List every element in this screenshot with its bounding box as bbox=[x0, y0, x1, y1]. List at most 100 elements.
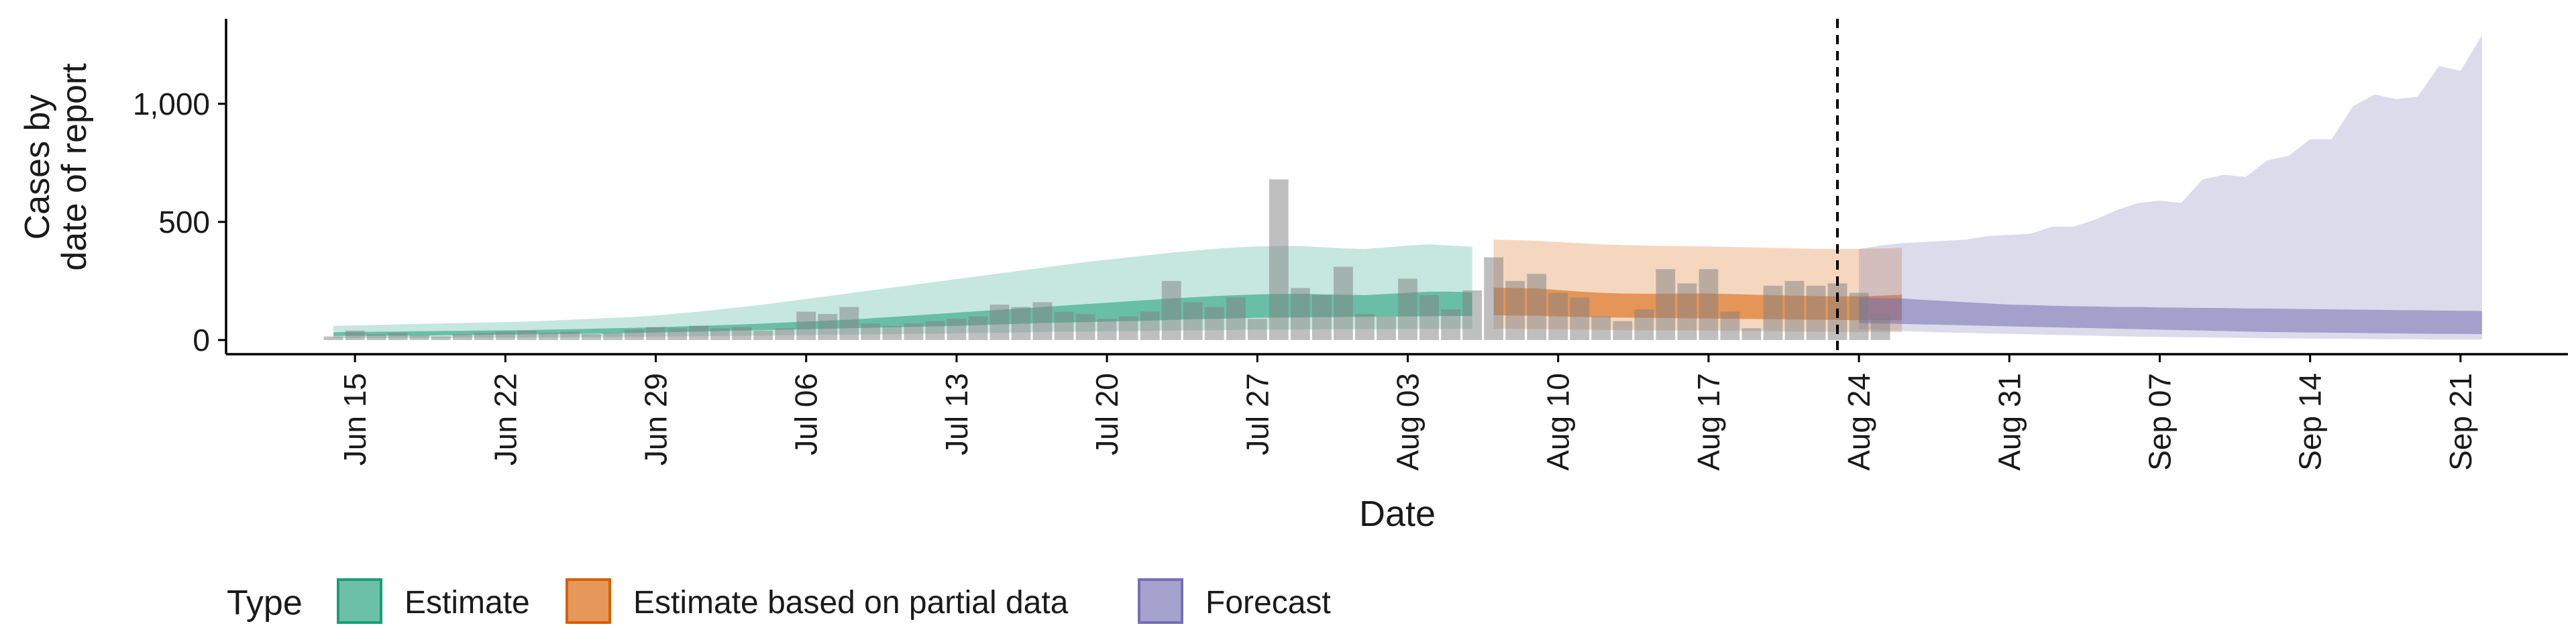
case-bar bbox=[582, 334, 601, 340]
case-bar bbox=[1699, 269, 1719, 340]
x-tick-label: Aug 24 bbox=[1841, 373, 1876, 471]
legend-label-estimate-based-on-partial-data: Estimate based on partial data bbox=[633, 585, 1069, 621]
case-bar bbox=[1763, 285, 1783, 340]
case-bar bbox=[1291, 288, 1310, 340]
legend-swatch-estimate bbox=[337, 578, 382, 624]
case-bar bbox=[1355, 314, 1375, 340]
case-bar bbox=[1613, 321, 1633, 340]
y-tick-label: 500 bbox=[158, 205, 210, 239]
case-bar bbox=[345, 330, 365, 340]
legend-label-estimate: Estimate bbox=[405, 585, 530, 621]
y-tick-label: 1,000 bbox=[133, 87, 210, 121]
case-bar bbox=[1591, 316, 1611, 340]
case-bar bbox=[625, 329, 644, 340]
case-bar bbox=[989, 305, 1010, 340]
x-tick-label: Sep 07 bbox=[2143, 373, 2178, 471]
x-tick-label: Sep 14 bbox=[2293, 373, 2328, 471]
case-bar bbox=[1269, 179, 1289, 340]
case-bar bbox=[1634, 309, 1654, 340]
case-bar bbox=[904, 323, 924, 340]
x-tick-label: Jun 15 bbox=[337, 373, 372, 466]
case-bar bbox=[1398, 278, 1417, 340]
x-tick-label: Aug 31 bbox=[1992, 373, 2027, 471]
case-bar bbox=[947, 319, 967, 340]
case-bar bbox=[1011, 307, 1031, 340]
case-bar bbox=[861, 323, 881, 340]
case-bar bbox=[1527, 274, 1547, 340]
case-bar bbox=[1226, 297, 1246, 340]
x-tick-label: Jul 13 bbox=[939, 373, 974, 455]
x-axis-label: Date bbox=[1359, 494, 1436, 534]
legend: Type Estimate Estimate based on partial d… bbox=[227, 578, 1331, 624]
x-tick-label: Aug 10 bbox=[1541, 373, 1576, 471]
forecast-inner-band bbox=[1859, 297, 2482, 335]
x-tick-label: Sep 21 bbox=[2443, 373, 2478, 471]
case-bar bbox=[1784, 280, 1805, 340]
case-bar bbox=[689, 325, 708, 340]
case-bar bbox=[560, 331, 580, 340]
case-bar bbox=[1849, 292, 1869, 340]
reported-case-bars bbox=[323, 179, 1890, 340]
x-axis-ticks: Jun 15 Jun 22 Jun 29 Jul 06 Jul 13 Jul 20 Jul … bbox=[337, 354, 2478, 471]
case-bar bbox=[1075, 314, 1095, 340]
x-tick-label: Jun 22 bbox=[488, 373, 523, 466]
x-tick-label: Aug 17 bbox=[1691, 373, 1726, 471]
case-bar bbox=[818, 314, 838, 340]
case-bar bbox=[452, 334, 472, 340]
case-bar bbox=[1548, 292, 1568, 340]
forecast-outer-band bbox=[1859, 35, 2482, 340]
case-bar bbox=[1118, 316, 1138, 340]
case-bar bbox=[1677, 283, 1697, 340]
legend-title: Type bbox=[227, 584, 303, 623]
case-bar bbox=[1377, 316, 1396, 340]
case-bar bbox=[667, 328, 687, 340]
x-tick-label: Jul 06 bbox=[789, 373, 824, 455]
case-bar bbox=[753, 330, 773, 340]
case-bar bbox=[1140, 311, 1160, 340]
case-bar bbox=[1097, 319, 1117, 340]
case-bar bbox=[1806, 285, 1826, 340]
case-bar bbox=[495, 331, 515, 340]
x-tick-label: Aug 03 bbox=[1391, 373, 1426, 471]
x-tick-label: Jul 20 bbox=[1089, 373, 1124, 455]
case-bar bbox=[710, 328, 730, 340]
case-bar bbox=[1505, 280, 1525, 340]
case-bar bbox=[431, 336, 451, 340]
case-bar bbox=[517, 330, 537, 340]
case-bar bbox=[1334, 266, 1353, 340]
case-bar bbox=[732, 327, 751, 340]
case-bar bbox=[1441, 309, 1460, 340]
case-bar bbox=[603, 333, 623, 340]
x-tick-label: Jun 29 bbox=[639, 373, 674, 466]
y-axis-label-line-2: date of report bbox=[55, 63, 94, 271]
case-bar bbox=[1204, 307, 1224, 340]
case-bar bbox=[1054, 311, 1074, 340]
legend-label-forecast: Forecast bbox=[1205, 585, 1331, 621]
case-bar bbox=[1870, 314, 1890, 340]
case-bar bbox=[1484, 257, 1503, 340]
case-bar bbox=[409, 335, 429, 340]
case-bar bbox=[1419, 295, 1439, 340]
case-bar bbox=[474, 333, 494, 340]
case-bar bbox=[366, 334, 386, 340]
case-bar bbox=[1161, 280, 1181, 340]
case-bar bbox=[1462, 290, 1482, 340]
case-bar bbox=[646, 327, 665, 340]
legend-swatch-forecast bbox=[1138, 578, 1183, 624]
case-bar bbox=[839, 307, 859, 340]
case-bar bbox=[968, 316, 988, 340]
case-bar bbox=[1312, 295, 1332, 340]
y-axis-ticks: 0 500 1,000 bbox=[133, 87, 226, 358]
case-bar bbox=[1570, 297, 1590, 340]
case-bar bbox=[388, 333, 408, 340]
case-bar bbox=[1183, 302, 1203, 340]
case-bar bbox=[1720, 311, 1740, 340]
case-bar bbox=[925, 321, 945, 340]
case-bar bbox=[1247, 319, 1267, 340]
case-bar bbox=[796, 311, 816, 340]
case-bar bbox=[775, 328, 795, 340]
y-tick-label: 0 bbox=[193, 323, 210, 358]
legend-swatch-estimate-based-on-partial-data bbox=[566, 578, 611, 624]
case-bar bbox=[882, 325, 902, 340]
